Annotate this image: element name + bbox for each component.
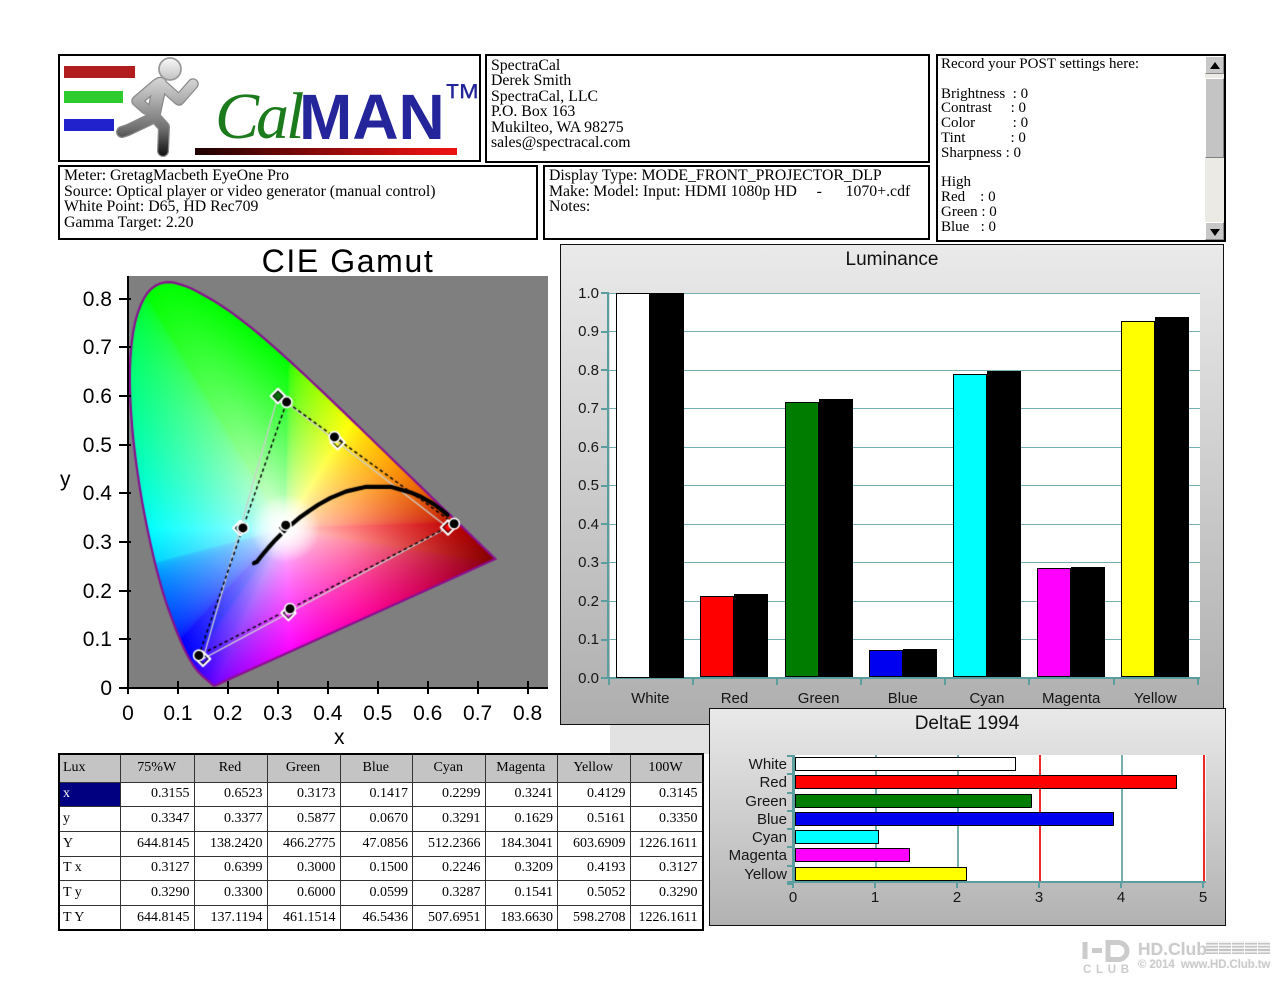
svg-text:CLUB: CLUB: [1083, 964, 1129, 975]
